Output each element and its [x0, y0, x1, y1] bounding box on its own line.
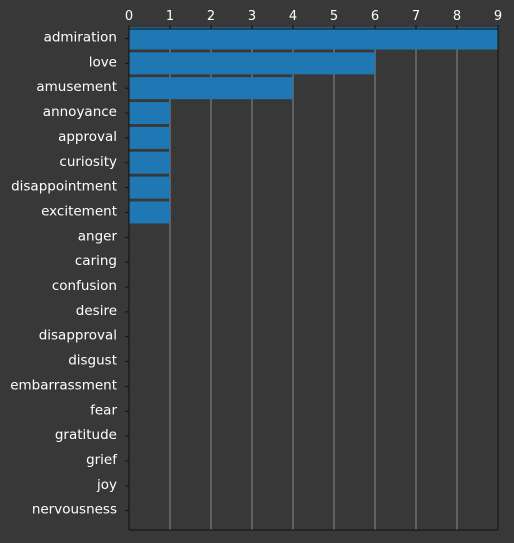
category-label-fear: fear [90, 402, 117, 418]
plot-area [129, 29, 498, 530]
x-tick-label: 8 [453, 9, 461, 24]
x-tick-label: 6 [371, 9, 379, 24]
bar-approval [129, 126, 170, 149]
category-label-love: love [89, 54, 117, 70]
bar-annoyance [129, 102, 170, 125]
bar-amusement [129, 77, 293, 100]
category-label-desire: desire [76, 303, 117, 319]
category-label-disappointment: disappointment [11, 179, 117, 195]
x-tick-label: 0 [125, 9, 133, 24]
bar-love [129, 52, 375, 75]
x-tick-label: 5 [330, 9, 338, 24]
x-axis-ticks: 0 1 2 3 4 5 6 7 8 9 [125, 9, 502, 29]
bar-admiration [129, 27, 498, 50]
x-tick-label: 2 [207, 9, 215, 24]
category-label-admiration: admiration [44, 30, 117, 46]
x-tick-label: 7 [412, 9, 420, 24]
category-label-disgust: disgust [68, 353, 117, 369]
category-label-embarrassment: embarrassment [10, 377, 117, 393]
category-label-joy: joy [96, 477, 117, 493]
bar-curiosity [129, 151, 170, 174]
category-label-annoyance: annoyance [43, 104, 117, 120]
bars [129, 27, 498, 224]
category-label-gratitude: gratitude [55, 427, 117, 443]
category-label-curiosity: curiosity [59, 154, 117, 170]
category-label-confusion: confusion [52, 278, 117, 294]
grid-lines [169, 29, 458, 530]
bar-excitement [129, 201, 170, 224]
bar-disappointment [129, 176, 170, 199]
category-label-grief: grief [86, 452, 118, 468]
x-tick-label: 1 [166, 9, 174, 24]
category-label-approval: approval [58, 129, 117, 145]
y-axis-ticks: admiration love amusement annoyance approval… [10, 30, 129, 518]
x-tick-label: 9 [494, 9, 502, 24]
category-label-excitement: excitement [41, 203, 117, 219]
x-tick-label: 4 [289, 9, 297, 24]
x-tick-label: 3 [248, 9, 256, 24]
category-label-nervousness: nervousness [32, 502, 117, 518]
category-label-amusement: amusement [36, 79, 117, 95]
category-label-anger: anger [78, 228, 118, 244]
category-label-caring: caring [75, 253, 117, 269]
category-label-disapproval: disapproval [39, 328, 117, 344]
